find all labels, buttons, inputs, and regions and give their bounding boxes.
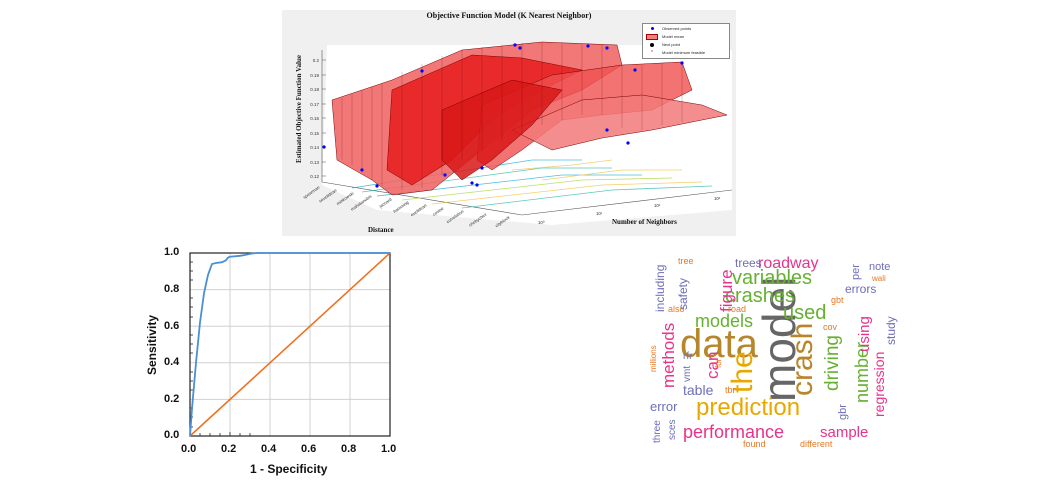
word-roadway: roadway <box>758 255 819 272</box>
y-tick-0.6: 0.6 <box>164 320 180 332</box>
word-methods: methods <box>659 322 678 388</box>
plot-legend: Observed points Model mean Next point * … <box>642 23 730 59</box>
word-models: models <box>695 311 754 331</box>
word-gbr: gbr <box>837 404 849 420</box>
legend-item-next-point: Next point <box>646 41 680 48</box>
word-study: study <box>884 316 898 345</box>
word-variables: variables <box>732 267 813 289</box>
x-tick-1.0: 1.0 <box>381 443 397 455</box>
word-cov: cov <box>823 322 838 332</box>
word-for: for <box>714 358 723 368</box>
word-crashes: crashes <box>725 285 796 307</box>
svg-text:0.17: 0.17 <box>310 102 319 107</box>
y-axis-label: Sensitivity <box>145 314 159 376</box>
svg-text:0.16: 0.16 <box>310 116 319 121</box>
roc-plot-area <box>189 252 391 437</box>
svg-text:10⁰: 10⁰ <box>538 220 545 225</box>
blue-dot-icon <box>650 27 654 30</box>
word-regression: regression <box>871 351 887 417</box>
y-axis-label: Number of Neighbors <box>612 218 677 226</box>
x-tick-0.4: 0.4 <box>261 443 277 455</box>
word-tree: tree <box>678 256 694 266</box>
svg-text:10³: 10³ <box>714 196 721 201</box>
word-three: three <box>652 420 663 443</box>
reference-line <box>189 252 391 437</box>
word-data: data <box>680 322 758 366</box>
red-patch-icon <box>646 33 658 40</box>
roc-curve-line <box>189 252 390 437</box>
word-errors: errors <box>845 282 877 296</box>
legend-item-model-mean: Model mean <box>646 33 684 40</box>
legend-item-min-feasible: * Model minimum feasible <box>651 49 706 56</box>
word-using: using <box>856 316 873 352</box>
word-tbr: tbr <box>725 385 736 395</box>
svg-text:0.19: 0.19 <box>310 73 319 78</box>
svg-text:0.13: 0.13 <box>310 160 319 165</box>
y-tick-0.2: 0.2 <box>164 393 180 405</box>
svg-text:0.14: 0.14 <box>310 145 319 150</box>
word-performance: performance <box>683 422 785 442</box>
svg-text:10²: 10² <box>654 203 661 208</box>
objective-function-3d-plot: 0.2 0.19 0.18 0.17 0.16 0.15 0.14 0.13 0… <box>282 10 736 236</box>
word-including: including <box>653 264 667 312</box>
x-tick-0.6: 0.6 <box>301 443 317 455</box>
word-trees: trees <box>735 256 762 270</box>
observed-points <box>322 43 684 188</box>
svg-text:seuclidean: seuclidean <box>318 187 338 203</box>
x-axis-label: 1 - Specificity <box>250 462 328 476</box>
z-axis-label: Estimated Objective Function Value <box>295 55 303 163</box>
word-also: also <box>668 304 685 314</box>
word-per: per <box>850 264 862 280</box>
word-different: different <box>800 439 833 449</box>
y-tick-0.8: 0.8 <box>164 283 180 295</box>
word-sces: sces <box>667 419 678 440</box>
x-axis-label: Distance <box>368 226 394 234</box>
svg-text:0.2: 0.2 <box>313 58 320 63</box>
x-tick-0.0: 0.0 <box>181 443 197 455</box>
word-found: found <box>743 439 766 449</box>
word-table: table <box>683 382 714 398</box>
word-sample: sample <box>820 424 869 441</box>
word-gbt: gbt <box>831 295 844 305</box>
svg-text:10¹: 10¹ <box>596 211 603 216</box>
svg-text:0.15: 0.15 <box>310 131 319 136</box>
word-note: note <box>869 261 891 273</box>
x-tick-0.8: 0.8 <box>341 443 357 455</box>
word-wali: wali <box>872 274 886 283</box>
word-crash: crash <box>786 322 819 396</box>
y-tick-1.0: 1.0 <box>164 246 180 258</box>
plot-title: Objective Function Model (K Nearest Neig… <box>426 11 592 20</box>
word-driving: driving <box>822 335 843 391</box>
svg-text:0.12: 0.12 <box>310 174 319 179</box>
roc-curve-chart: 1.0 0.8 0.6 0.4 0.2 0.0 0.0 0.2 0.4 0.6 … <box>130 240 410 480</box>
word-rfr: rfr <box>683 351 693 362</box>
word-road: road <box>728 304 747 314</box>
word-prediction: prediction <box>696 394 801 421</box>
word-millions: millions <box>649 345 658 372</box>
black-dot-icon <box>650 42 654 47</box>
word-vmt: vmt <box>682 365 693 382</box>
legend-item-observed: Observed points <box>646 25 691 32</box>
y-tick-0.4: 0.4 <box>164 356 180 368</box>
word-cloud: model data crash the prediction crashes … <box>640 250 910 455</box>
svg-text:0.18: 0.18 <box>310 87 319 92</box>
red-star-icon: * <box>651 49 653 56</box>
y-tick-0.0: 0.0 <box>164 429 180 441</box>
x-tick-0.2: 0.2 <box>221 443 237 455</box>
svg-text:spearman: spearman <box>302 184 321 199</box>
word-error: error <box>650 399 678 414</box>
svg-text:cosine: cosine <box>432 205 446 217</box>
surface-plot-graphic: 0.2 0.19 0.18 0.17 0.16 0.15 0.14 0.13 0… <box>302 41 733 228</box>
word-used: used <box>783 302 827 324</box>
